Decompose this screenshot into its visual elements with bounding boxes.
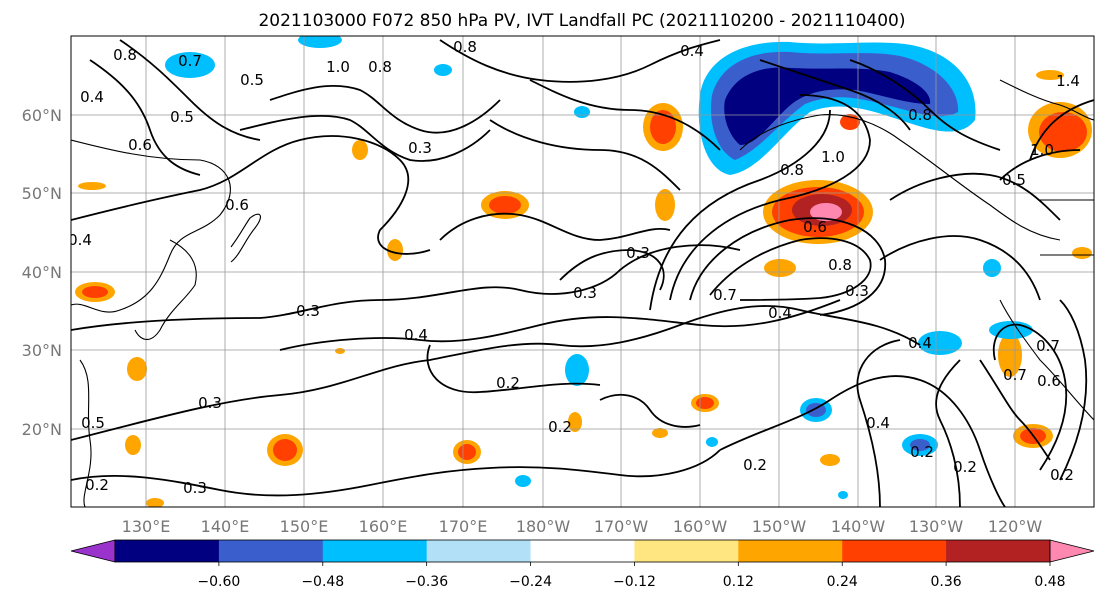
- lon-tick-label: 160°E: [359, 517, 408, 536]
- contour-label: 0.3: [183, 479, 207, 497]
- contour-labels: 0.8 0.7 1.0 0.8 0.5 0.5 0.4 0.6 0.3 0.6 0.4 0.8 0.4 0…: [68, 38, 1080, 497]
- contour-label: 0.4: [866, 414, 890, 432]
- contour-label: 0.3: [296, 302, 320, 320]
- contour-label: 0.3: [198, 394, 222, 412]
- lon-tick-label: 120°W: [988, 517, 1043, 536]
- lon-tick-label: 170°W: [594, 517, 649, 536]
- colorbar-tick-label: 0.24: [827, 574, 858, 590]
- contour-label: 0.8: [113, 46, 137, 64]
- contour-label: 0.2: [85, 476, 109, 494]
- colorbar-tick-label: 0.36: [931, 574, 962, 590]
- colorbar-segment: [634, 540, 739, 562]
- contour-label: 0.6: [128, 136, 152, 154]
- longitude-ticks: 130°E 140°E 150°E 160°E 170°E 180°W 170°W 160°W…: [122, 517, 1043, 536]
- contour-label: 0.2: [1050, 466, 1074, 484]
- colorbar-extend-max: [1049, 539, 1095, 563]
- lon-tick-label: 150°E: [280, 517, 329, 536]
- contour-label: 0.7: [713, 286, 737, 304]
- contour-lines: [71, 39, 1094, 507]
- lat-tick-label: 60°N: [22, 106, 62, 125]
- contour-label: 0.2: [953, 458, 977, 476]
- contour-label: 0.5: [170, 108, 194, 126]
- lon-tick-label: 150°W: [752, 517, 807, 536]
- lon-tick-label: 130°W: [909, 517, 964, 536]
- colorbar-segment: [530, 540, 635, 562]
- contour-label: 0.3: [573, 284, 597, 302]
- contour-label: 0.4: [908, 334, 932, 352]
- contour-label: 0.3: [626, 244, 650, 262]
- contour-label: 0.7: [1036, 337, 1060, 355]
- contour-label: 0.2: [548, 418, 572, 436]
- contour-label: 0.6: [225, 196, 249, 214]
- lon-tick-label: 140°E: [201, 517, 250, 536]
- lat-tick-label: 40°N: [22, 263, 62, 282]
- contour-label: 0.7: [1003, 366, 1027, 384]
- contour-label: 0.4: [768, 304, 792, 322]
- contour-label: 0.4: [404, 326, 428, 344]
- contour-label: 0.8: [368, 58, 392, 76]
- colorbar-tick-label: 0.48: [1034, 574, 1065, 590]
- colorbar-tick-label: −0.12: [613, 574, 656, 590]
- contour-label: 1.4: [1056, 72, 1080, 90]
- colorbar-segment: [946, 540, 1051, 562]
- colorbar-tick-label: −0.36: [405, 574, 448, 590]
- colorbar-outline: [114, 539, 1051, 563]
- shading-layer: [75, 36, 1092, 507]
- contour-label: 0.5: [81, 414, 105, 432]
- lon-tick-label: 170°E: [439, 517, 488, 536]
- contour-label: 0.2: [743, 456, 767, 474]
- colorbar-segment: [218, 540, 324, 562]
- coastlines: [71, 79, 1094, 507]
- contour-label: 0.8: [453, 38, 477, 56]
- colorbar-extend-min: [70, 539, 116, 563]
- lat-tick-label: 30°N: [22, 341, 62, 360]
- contour-label: 0.4: [68, 231, 92, 249]
- colorbar-tick-label: 0.12: [723, 574, 754, 590]
- colorbar-segment: [115, 540, 220, 562]
- latitude-ticks: 60°N 50°N 40°N 30°N 20°N: [22, 106, 62, 439]
- contour-label: 0.5: [1002, 171, 1026, 189]
- contour-label: 0.6: [1037, 372, 1061, 390]
- lat-tick-label: 50°N: [22, 184, 62, 203]
- colorbar-tick-label: −0.60: [197, 574, 240, 590]
- map-panel: 0.8 0.7 1.0 0.8 0.5 0.5 0.4 0.6 0.3 0.6 0.4 0.8 0.4 0…: [22, 35, 1095, 536]
- lon-tick-label: 160°W: [673, 517, 728, 536]
- contour-label: 0.3: [845, 282, 869, 300]
- lon-tick-label: 130°E: [122, 517, 171, 536]
- contour-label: 1.0: [1030, 141, 1054, 159]
- contour-label: 0.8: [908, 106, 932, 124]
- contour-label: 0.2: [910, 443, 934, 461]
- contour-label: 0.4: [80, 88, 104, 106]
- map-title: 2021103000 F072 850 hPa PV, IVT Landfall…: [258, 11, 905, 31]
- contour-label: 0.5: [240, 71, 264, 89]
- lat-tick-label: 20°N: [22, 420, 62, 439]
- contour-label: 1.0: [326, 58, 350, 76]
- contour-label: 0.7: [178, 52, 202, 70]
- lon-tick-label: 180°W: [516, 517, 571, 536]
- colorbar-tick-label: −0.48: [301, 574, 344, 590]
- colorbar-segment: [322, 540, 428, 562]
- contour-label: 0.8: [780, 161, 804, 179]
- colorbar-segment: [842, 540, 947, 562]
- contour-label: 1.0: [821, 148, 845, 166]
- colorbar-segment: [426, 540, 532, 562]
- colorbar-segment: [738, 540, 843, 562]
- lon-tick-label: 140°W: [831, 517, 886, 536]
- colorbar: −0.60 −0.48 −0.36 −0.24 −0.12 0.12 0.24 0.36 0.4…: [70, 539, 1095, 590]
- contour-label: 0.2: [496, 374, 520, 392]
- contour-label: 0.3: [408, 139, 432, 157]
- contour-label: 0.4: [680, 42, 704, 60]
- contour-label: 0.8: [828, 256, 852, 274]
- map-frame: [70, 35, 1095, 508]
- colorbar-tick-label: −0.24: [509, 574, 552, 590]
- contour-label: 0.6: [803, 218, 827, 236]
